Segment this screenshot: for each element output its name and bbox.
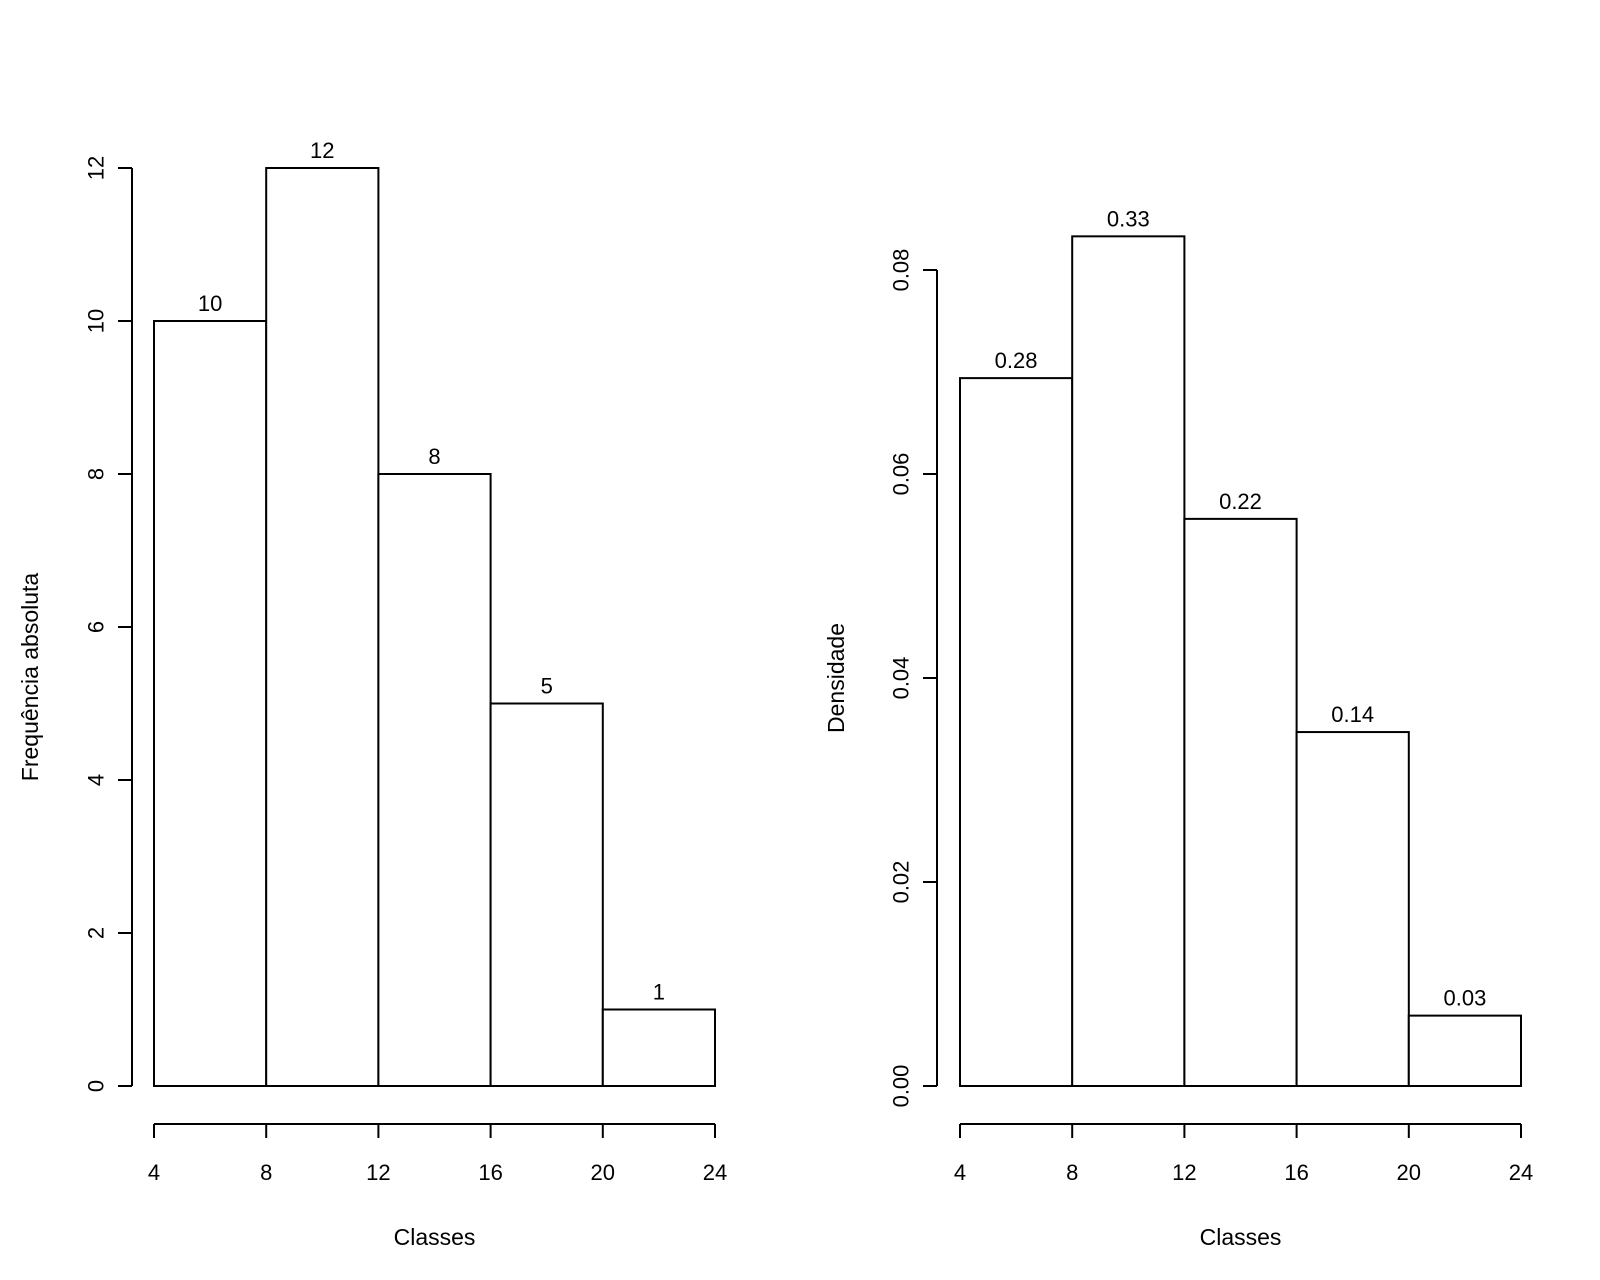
- y-axis-title: Frequência absoluta: [17, 573, 43, 782]
- histogram-bar: [153, 320, 268, 1087]
- y-tick-label: 6: [84, 621, 109, 633]
- y-tick-label: 0: [84, 1080, 109, 1092]
- y-tick-label: 0.06: [889, 453, 914, 496]
- bar-value-label: 1: [653, 980, 665, 1005]
- x-tick-label: 24: [703, 1160, 727, 1185]
- histogram-bar: [1295, 731, 1410, 1087]
- x-tick-label: 16: [1284, 1160, 1308, 1185]
- histogram-bar: [377, 473, 492, 1087]
- bar-value-label: 0.33: [1107, 206, 1150, 231]
- histogram-bar: [601, 1008, 716, 1087]
- density-histogram-panel: 0.28 0.33 0.22 0.14 0.03 0.00 0.02 0.04 0.06 0.08…: [823, 206, 1533, 1250]
- y-tick-label: 2: [84, 927, 109, 939]
- y-tick-label: 8: [84, 468, 109, 480]
- y-tick-label: 4: [84, 774, 109, 786]
- histogram-bar: [1071, 235, 1186, 1087]
- x-tick-label: 16: [478, 1160, 502, 1185]
- x-axis-title: Classes: [394, 1224, 476, 1250]
- y-tick-label: 0.08: [889, 249, 914, 292]
- bar-value-label: 12: [310, 138, 334, 163]
- bar-value-label: 5: [541, 674, 553, 699]
- bar-value-label: 0.14: [1331, 702, 1374, 727]
- histogram-bar: [1407, 1014, 1523, 1087]
- x-tick-label: 20: [591, 1160, 615, 1185]
- histogram-bar: [959, 377, 1074, 1087]
- histogram-bar: [489, 702, 604, 1087]
- x-tick-label: 8: [260, 1160, 272, 1185]
- bar-value-label: 0.22: [1219, 489, 1262, 514]
- x-tick-label: 8: [1066, 1160, 1078, 1185]
- y-tick-label: 0.02: [889, 861, 914, 904]
- x-tick-label: 4: [954, 1160, 966, 1185]
- y-axis-title: Densidade: [823, 623, 849, 733]
- x-tick-label: 24: [1509, 1160, 1533, 1185]
- x-tick-label: 4: [148, 1160, 160, 1185]
- bar-value-label: 10: [198, 291, 222, 316]
- y-tick-label: 0.00: [889, 1065, 914, 1108]
- x-axis-title: Classes: [1200, 1224, 1282, 1250]
- bar-value-label: 8: [428, 444, 440, 469]
- y-tick-label: 12: [84, 156, 109, 180]
- bar-value-label: 0.28: [995, 348, 1038, 373]
- y-tick-label: 0.04: [889, 657, 914, 700]
- x-tick-label: 12: [366, 1160, 390, 1185]
- y-tick-label: 10: [84, 309, 109, 333]
- histogram-bar: [1183, 517, 1298, 1087]
- x-tick-label: 20: [1397, 1160, 1421, 1185]
- bar-value-label: 0.03: [1443, 986, 1486, 1011]
- histogram-bar: [265, 167, 380, 1087]
- x-tick-label: 12: [1172, 1160, 1196, 1185]
